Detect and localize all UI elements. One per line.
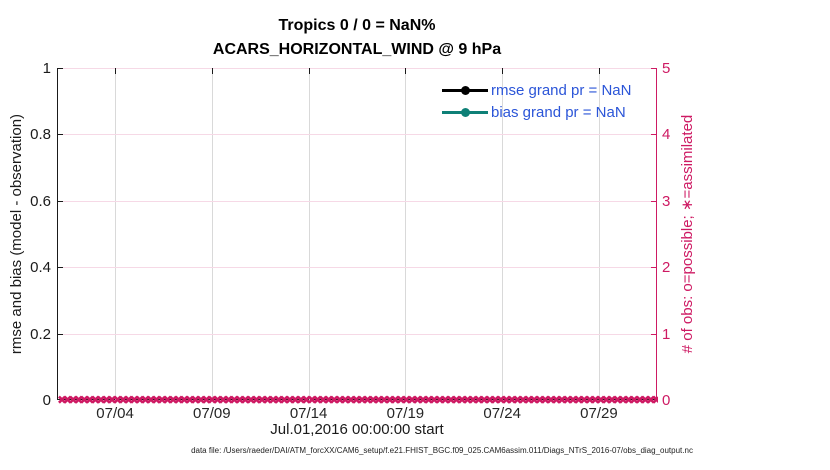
rmse-line-sample-icon <box>442 85 488 95</box>
chart-title: Tropics 0 / 0 = NaN% ACARS_HORIZONTAL_WI… <box>57 14 657 62</box>
x-gridline <box>115 68 117 400</box>
y-right-tick-mark <box>651 134 657 136</box>
y-left-tick-label: 1 <box>42 60 51 77</box>
legend: rmse grand pr = NaN bias grand pr = NaN <box>442 79 654 123</box>
y-gridline <box>57 333 657 335</box>
y-right-tick-mark <box>651 333 657 335</box>
y-right-tick-label: 0 <box>662 392 671 409</box>
x-tick-label: 07/19 <box>386 405 425 422</box>
y-right-tick-mark <box>651 200 657 202</box>
y-left-tick-mark <box>57 134 63 136</box>
y-gridline <box>57 267 657 269</box>
bias-line-sample-icon <box>442 107 488 117</box>
y-right-tick-label: 5 <box>662 60 671 77</box>
x-tick-mark <box>405 68 407 74</box>
y-left-tick-label: 0.8 <box>30 126 51 144</box>
y-left-tick-mark <box>57 267 63 269</box>
x-tick-mark <box>308 68 310 74</box>
y-axis-label-left: rmse and bias (model - observation) <box>8 113 25 355</box>
y-gridline <box>57 200 657 202</box>
x-tick-label: 07/24 <box>483 405 521 422</box>
x-axis-label: Jul.01,2016 00:00:00 start <box>270 421 444 438</box>
y-gridline <box>57 134 657 136</box>
y-left-tick-label: 0.6 <box>30 192 51 210</box>
x-tick-label: 07/29 <box>580 405 618 422</box>
x-tick-mark <box>211 68 213 74</box>
rmse-dot-marker-icon <box>461 85 470 95</box>
asterisk-markers: ✖✖✖✖✖✖✖✖✖✖✖✖✖✖✖✖✖✖✖✖✖✖✖✖✖✖✖✖✖✖✖✖✖✖✖✖✖✖✖✖… <box>57 394 658 406</box>
x-tick-mark <box>502 68 504 74</box>
y-axis-label-right: # of obs: o=possible; ∗=assimilated <box>679 114 696 354</box>
x-gridline <box>598 68 600 400</box>
x-gridline <box>405 68 407 400</box>
y-right-tick-label: 4 <box>662 126 671 144</box>
zero-obs-marker-band: ✖✖✖✖✖✖✖✖✖✖✖✖✖✖✖✖✖✖✖✖✖✖✖✖✖✖✖✖✖✖✖✖✖✖✖✖✖✖✖✖… <box>57 394 658 406</box>
chart-title-line2: ACARS_HORIZONTAL_WIND @ 9 hPa <box>212 41 502 58</box>
legend-row-rmse: rmse grand pr = NaN <box>442 79 654 101</box>
y-left-tick-mark <box>57 333 63 335</box>
x-tick-label: 07/14 <box>289 405 328 422</box>
y-left-tick-mark <box>57 68 63 69</box>
y-right-tick-label: 3 <box>662 192 671 210</box>
plot-area <box>57 68 657 400</box>
y-left-tick-label: 0.4 <box>30 259 51 277</box>
y-right-tick-label: 2 <box>662 259 671 277</box>
bias-dot-marker-icon <box>461 107 470 117</box>
x-gridline <box>308 68 310 400</box>
legend-row-bias: bias grand pr = NaN <box>442 101 654 123</box>
data-file-path: data file: /Users/raeder/DAI/ATM_forcXX/… <box>191 446 693 455</box>
x-tick-label: 07/09 <box>193 405 231 422</box>
y-right-tick-label: 1 <box>662 325 671 343</box>
y-left-tick-label: 0 <box>42 392 51 409</box>
chart-title-line1: Tropics 0 / 0 = NaN% <box>278 17 436 34</box>
y-left-tick-label: 0.2 <box>30 325 51 343</box>
legend-label-bias: bias grand pr = NaN <box>491 103 626 121</box>
x-tick-mark <box>115 68 117 74</box>
y-gridline <box>57 68 657 69</box>
y-right-tick-mark <box>651 267 657 269</box>
y-right-tick-mark <box>651 68 657 69</box>
x-tick-mark <box>598 68 600 74</box>
x-gridline <box>502 68 504 400</box>
x-gridline <box>211 68 213 400</box>
legend-label-rmse: rmse grand pr = NaN <box>491 81 632 99</box>
x-tick-label: 07/04 <box>96 405 134 422</box>
y-left-tick-mark <box>57 200 63 202</box>
